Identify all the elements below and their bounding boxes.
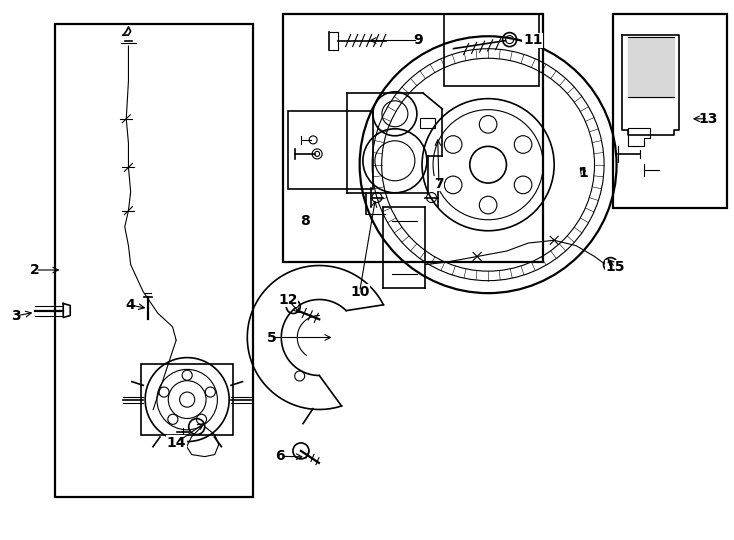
Text: 5: 5: [266, 330, 277, 345]
Text: 13: 13: [699, 112, 718, 126]
Bar: [613, 14, 727, 208]
Text: 2: 2: [30, 263, 40, 277]
Text: 7: 7: [434, 177, 444, 191]
Text: 9: 9: [413, 33, 424, 48]
Text: 12: 12: [278, 293, 297, 307]
Bar: [283, 14, 543, 262]
Text: 15: 15: [606, 260, 625, 274]
Text: 14: 14: [167, 436, 186, 450]
Text: 3: 3: [11, 309, 21, 323]
Text: 1: 1: [578, 166, 589, 180]
Text: 8: 8: [299, 214, 310, 228]
Text: 11: 11: [523, 33, 542, 48]
Bar: [55, 24, 253, 497]
Text: 6: 6: [275, 449, 286, 463]
Bar: [444, 14, 539, 86]
Text: 10: 10: [350, 285, 369, 299]
Polygon shape: [628, 37, 674, 97]
Bar: [420, 118, 435, 128]
Text: 4: 4: [126, 298, 136, 312]
Bar: [288, 111, 373, 189]
Bar: [141, 364, 233, 435]
